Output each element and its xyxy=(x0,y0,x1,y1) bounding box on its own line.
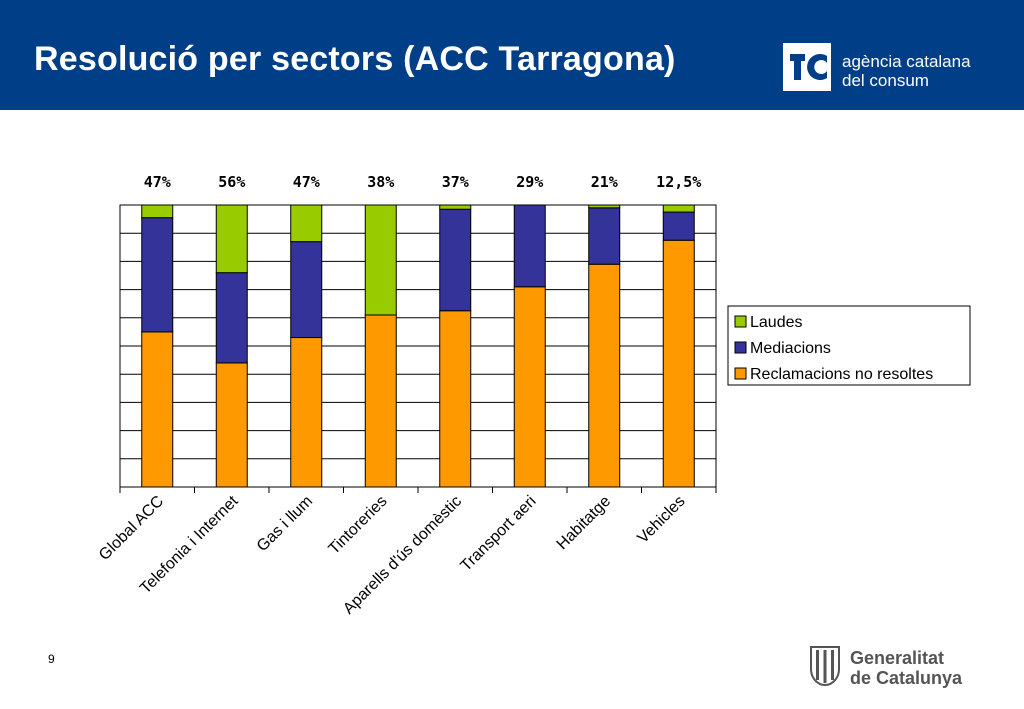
x-tick-label: Transport aeri xyxy=(458,493,540,575)
bar-segment xyxy=(364,314,397,488)
legend-box xyxy=(727,305,971,386)
logo-line-1: agència catalana xyxy=(842,52,971,71)
bar-segment xyxy=(215,362,248,488)
bar-segment xyxy=(290,241,323,339)
bar-segment xyxy=(588,263,621,488)
data-label: 56% xyxy=(218,173,245,191)
generalitat-logo-text: Generalitat de Catalunya xyxy=(850,648,962,688)
data-label: 12,5% xyxy=(656,173,701,191)
bar-segment xyxy=(439,310,472,488)
header-band xyxy=(0,0,1024,110)
acc-logo-icon xyxy=(783,43,831,91)
data-label: 29% xyxy=(516,173,543,191)
bar-segment xyxy=(215,204,248,274)
acc-logo-text: agència catalana del consum xyxy=(842,52,971,90)
generalitat-emblem-icon xyxy=(810,646,840,686)
bar-segment xyxy=(215,272,248,364)
page-number: 9 xyxy=(48,652,55,666)
bar-segment xyxy=(662,211,695,241)
data-label: 47% xyxy=(144,173,171,191)
legend-swatch xyxy=(734,367,747,380)
bar-segment xyxy=(141,217,174,333)
bar-segment xyxy=(588,207,621,265)
data-label: 38% xyxy=(367,173,394,191)
page-title: Resolució per sectors (ACC Tarragona) xyxy=(34,40,676,78)
generalitat-line-2: de Catalunya xyxy=(850,668,963,688)
data-label: 37% xyxy=(442,173,469,191)
bar-segment xyxy=(513,286,546,488)
data-label: 21% xyxy=(591,173,618,191)
legend-label: Reclamacions no resoltes xyxy=(750,366,933,383)
x-tick-label: Global ACC xyxy=(96,493,167,564)
x-tick-label: Habitatge xyxy=(554,493,615,554)
legend-label: Mediacions xyxy=(750,340,831,357)
legend-swatch xyxy=(734,315,747,328)
x-tick-label: Gas i llum xyxy=(254,493,316,555)
logo-line-2: del consum xyxy=(842,71,929,90)
bar-segment xyxy=(364,204,397,316)
data-label: 47% xyxy=(293,173,320,191)
bar-segment xyxy=(439,204,472,210)
bar-segment xyxy=(439,208,472,312)
bar-segment xyxy=(662,239,695,488)
legend-swatch xyxy=(734,341,747,354)
generalitat-line-1: Generalitat xyxy=(850,648,945,668)
legend-label: Laudes xyxy=(750,314,803,331)
x-tick-label: Tintoreries xyxy=(326,493,391,558)
bar-segment xyxy=(513,204,546,288)
bar-segment xyxy=(290,337,323,488)
bar-segment xyxy=(141,204,174,219)
bar-segment xyxy=(290,204,323,243)
bar-segment xyxy=(662,204,695,213)
bar-segment xyxy=(141,331,174,488)
x-tick-label: Vehicles xyxy=(634,493,688,547)
